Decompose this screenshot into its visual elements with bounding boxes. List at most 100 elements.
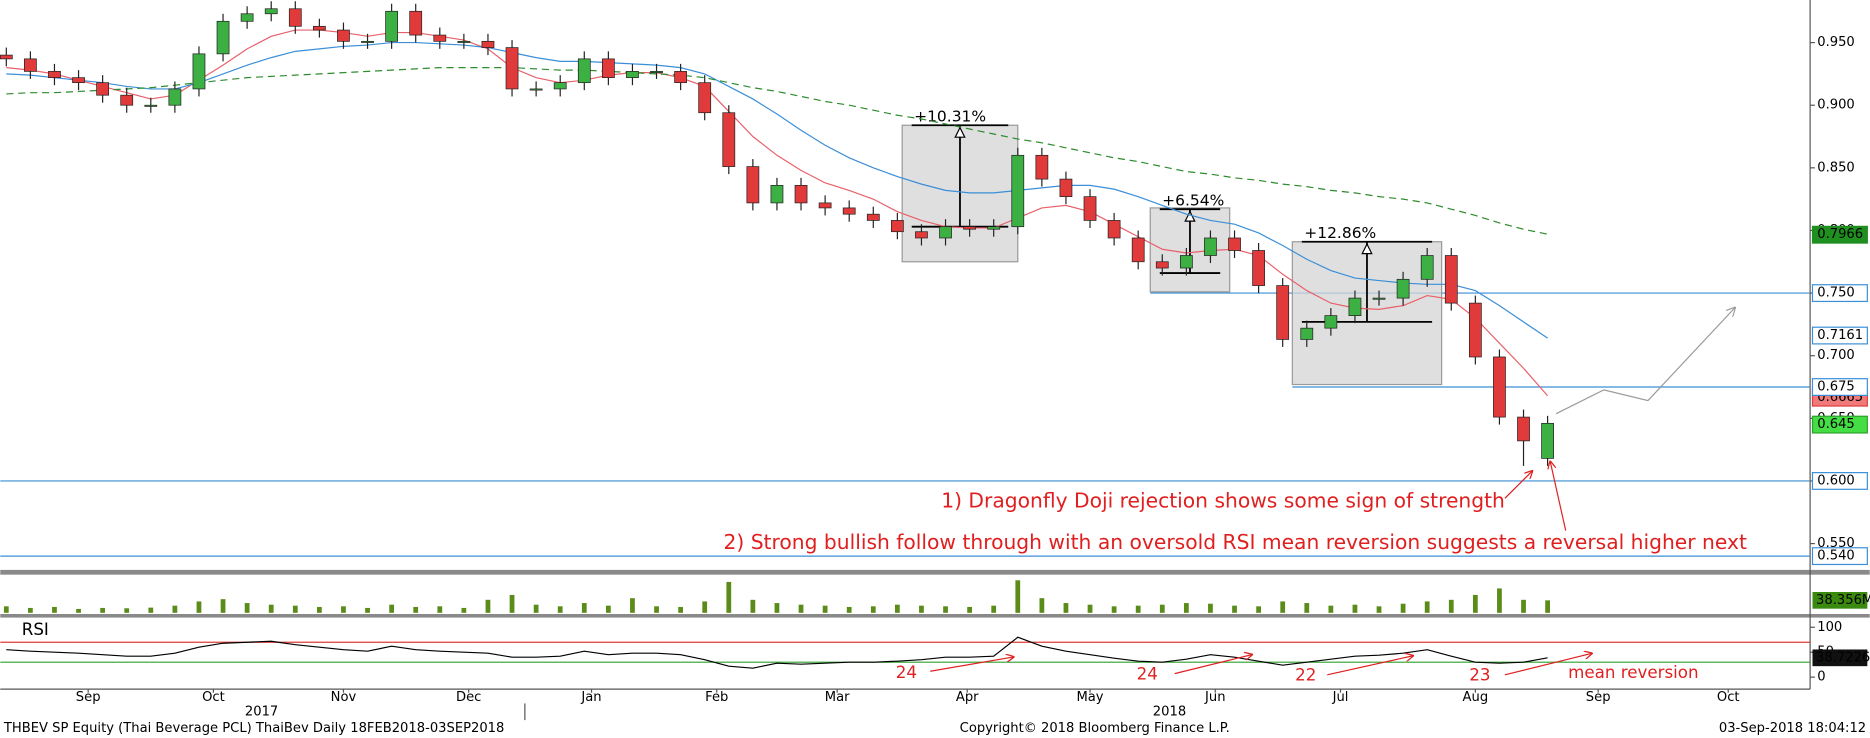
candle-body xyxy=(698,82,712,114)
rsi-tag xyxy=(1812,649,1868,667)
candle-body xyxy=(577,58,591,84)
x-tick-label: Jan xyxy=(580,690,601,705)
y-tick-label: 0.700 xyxy=(1817,348,1855,363)
volume-bar xyxy=(1448,599,1454,613)
price-tag-label: 0.7966 xyxy=(1817,227,1863,242)
volume-bar xyxy=(461,607,467,613)
volume-bar xyxy=(1376,606,1382,613)
candle-body xyxy=(1276,285,1290,340)
candle-body xyxy=(120,94,134,106)
candle-body xyxy=(1059,178,1073,198)
candle-body xyxy=(650,71,663,73)
rsi-line xyxy=(6,636,1548,669)
volume-bar xyxy=(1280,601,1286,613)
price-tag xyxy=(1811,284,1868,303)
rsi-tag-label: 38.7226 xyxy=(1816,650,1870,665)
candle-body xyxy=(1541,422,1554,459)
volume-bar xyxy=(1087,604,1093,613)
x-tick-label: Apr xyxy=(956,690,979,705)
volume-bar xyxy=(774,603,780,613)
volume-bar xyxy=(220,599,226,613)
volume-bar xyxy=(702,601,708,613)
candle-body xyxy=(1493,356,1506,418)
volume-bar xyxy=(726,581,732,613)
candle-body xyxy=(433,34,447,42)
volume-bar xyxy=(341,606,346,613)
volume-bar xyxy=(3,606,9,613)
range-arrow xyxy=(954,126,966,138)
price-tag xyxy=(1811,547,1868,566)
x-tick-label: Jul xyxy=(1332,690,1349,705)
candle-body xyxy=(1204,237,1217,256)
volume-bar xyxy=(76,608,81,613)
price-tag-label: 0.7161 xyxy=(1817,328,1863,343)
candle-body xyxy=(1131,237,1145,263)
rsi-annotation: 22 xyxy=(1295,666,1316,685)
candle-body xyxy=(553,82,567,90)
candle-body xyxy=(312,25,326,31)
candle-body xyxy=(240,13,254,22)
volume-tag-label: 38.356M xyxy=(1816,593,1870,608)
volume-bar xyxy=(1159,604,1165,613)
y-tick-label: 0.950 xyxy=(1817,35,1855,50)
year-label: 2017 xyxy=(245,704,278,719)
range-arrow xyxy=(1361,242,1373,255)
panel-separator xyxy=(0,614,1870,618)
price-tag xyxy=(1811,225,1868,244)
candle-body xyxy=(216,20,230,55)
x-tick-label: Oct xyxy=(1717,690,1740,705)
candle-body xyxy=(529,88,543,91)
candle-body xyxy=(409,10,423,36)
candle-body xyxy=(168,88,182,106)
volume-bar xyxy=(846,606,852,613)
candle-body xyxy=(890,220,904,233)
range-label: +10.31% xyxy=(914,107,986,125)
candle-body xyxy=(1300,327,1314,340)
candle-body xyxy=(842,207,856,215)
candle-body xyxy=(24,58,37,72)
volume-bar xyxy=(437,606,443,613)
volume-bar xyxy=(1304,603,1310,613)
candle-body xyxy=(1035,154,1049,180)
range-label: +6.54% xyxy=(1162,191,1224,209)
footer-right: 03-Sep-2018 18:04:12 xyxy=(1719,721,1866,736)
candle-body xyxy=(96,82,110,96)
candle-body xyxy=(72,77,85,84)
candle-body xyxy=(1372,297,1386,300)
candle-body xyxy=(939,226,952,239)
rsi-annotation: 23 xyxy=(1469,666,1490,685)
candle-body xyxy=(0,54,13,60)
candle-body xyxy=(963,226,976,230)
volume-bar xyxy=(27,607,33,613)
volume-bar xyxy=(52,606,57,613)
candle-body xyxy=(144,104,158,107)
plot-area: Sep Oct Nov Dec Jan Feb Mar Apr May Jun Jul Aug Sep O… xyxy=(0,1,1870,719)
candle-body xyxy=(1468,302,1482,358)
volume-bar xyxy=(244,603,250,613)
price-tag xyxy=(1811,415,1868,434)
annotation-arrow xyxy=(1550,461,1567,531)
candle-body xyxy=(1011,154,1025,228)
volume-bar xyxy=(124,608,130,613)
volume-bar xyxy=(654,606,659,613)
x-tick-label: Dec xyxy=(456,690,481,705)
x-tick-label: Mar xyxy=(825,690,850,705)
candle-body xyxy=(505,47,519,90)
volume-bar xyxy=(268,604,274,613)
candle-body xyxy=(1107,220,1121,239)
x-tick-label: May xyxy=(1076,690,1103,705)
x-tick-label: Jun xyxy=(1204,690,1225,705)
volume-bar xyxy=(485,599,491,613)
candle-body xyxy=(1083,196,1097,221)
candle-body xyxy=(1420,255,1434,280)
volume-bar xyxy=(557,606,563,613)
volume-bar xyxy=(1400,603,1406,613)
y-tick-label: 0.900 xyxy=(1817,98,1855,113)
volume-bar xyxy=(316,606,322,613)
rsi-title: RSI xyxy=(22,620,49,639)
volume-bar xyxy=(1424,601,1430,613)
volume-bar xyxy=(1208,603,1213,613)
volume-bar xyxy=(1521,599,1526,613)
